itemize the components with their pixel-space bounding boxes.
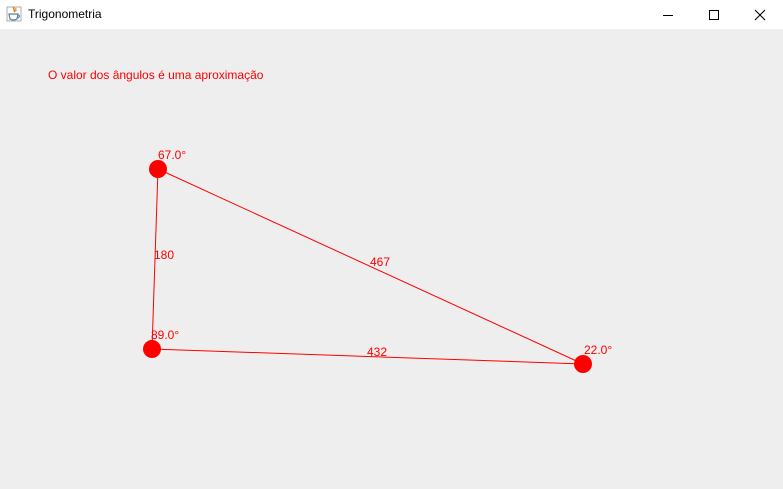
angle-label-bottom-left: 89.0°: [151, 328, 179, 342]
window-title: Trigonometria: [28, 7, 102, 21]
close-icon: [754, 9, 766, 20]
minimize-icon: [663, 14, 673, 16]
side-base: [151, 348, 584, 365]
side-label-base: 432: [367, 345, 387, 359]
side-label-hypotenuse: 467: [370, 255, 390, 269]
maximize-icon: [709, 9, 719, 20]
angle-label-top: 67.0°: [158, 148, 186, 162]
maximize-button[interactable]: [691, 0, 737, 29]
approximation-note: O valor dos ângulos é uma aproximação: [48, 68, 264, 82]
side-label-left: 180: [154, 248, 174, 262]
vertex-right[interactable]: [574, 355, 592, 373]
vertex-top[interactable]: [149, 160, 167, 178]
java-icon[interactable]: [6, 6, 22, 22]
minimize-button[interactable]: [645, 0, 691, 29]
side-hypotenuse: [157, 168, 584, 365]
close-button[interactable]: [737, 0, 783, 29]
title-bar[interactable]: Trigonometria: [0, 0, 783, 29]
angle-label-right: 22.0°: [584, 343, 612, 357]
side-left: [151, 168, 159, 350]
triangle-canvas: 67.0° 89.0° 22.0° 180 467 432: [143, 148, 612, 373]
vertex-bottom-left[interactable]: [143, 340, 161, 358]
